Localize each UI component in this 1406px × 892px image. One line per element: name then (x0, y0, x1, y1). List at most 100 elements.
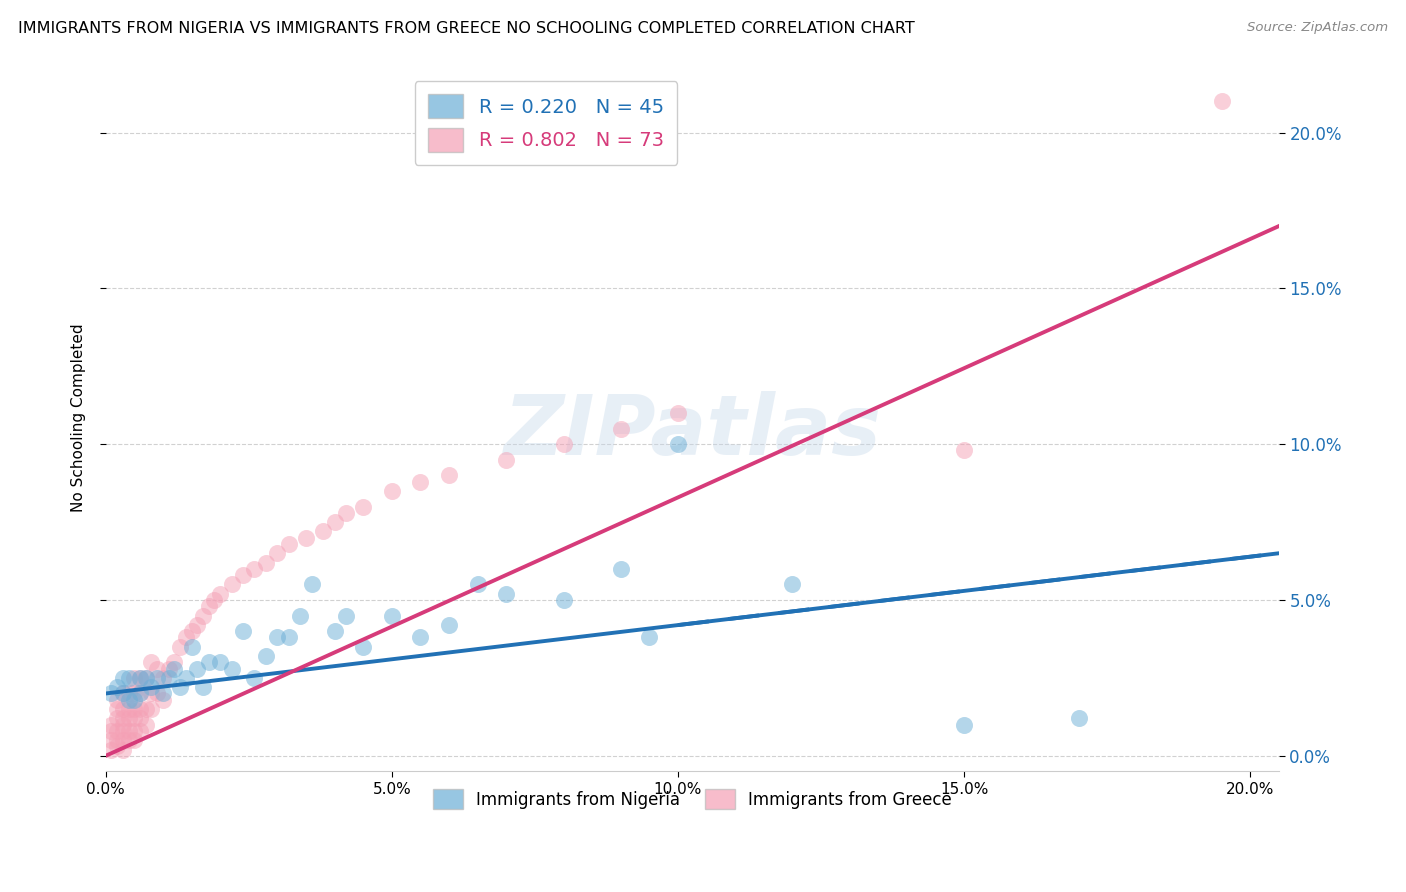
Point (186, 618, 208, 632)
Point (409, 631, 432, 645)
Point (197, 599, 219, 614)
Point (209, 656, 232, 670)
Point (232, 568, 254, 582)
Point (467, 577, 489, 591)
Text: ZIPatlas: ZIPatlas (503, 392, 882, 473)
Point (111, 711, 134, 725)
Point (232, 624, 254, 639)
Point (129, 711, 152, 725)
Point (277, 631, 299, 645)
Point (157, 671, 180, 685)
Point (254, 649, 277, 664)
Point (221, 662, 243, 676)
Point (117, 702, 139, 716)
Point (100, 686, 122, 700)
Point (174, 631, 197, 645)
Point (174, 671, 197, 685)
Point (266, 631, 288, 645)
Point (111, 733, 134, 747)
Point (638, 631, 661, 645)
Point (124, 671, 146, 685)
Point (191, 680, 214, 694)
Point (666, 406, 689, 420)
Point (323, 515, 346, 529)
Point (135, 671, 157, 685)
Point (169, 640, 191, 654)
Point (152, 692, 174, 706)
Point (243, 562, 266, 576)
Point (295, 531, 318, 545)
Point (129, 686, 152, 700)
Point (117, 711, 139, 725)
Point (495, 587, 517, 601)
Point (117, 733, 139, 747)
Point (953, 717, 976, 731)
Point (180, 640, 202, 654)
Point (135, 671, 157, 685)
Point (191, 608, 214, 623)
Point (609, 422, 631, 436)
Point (124, 702, 146, 716)
Point (135, 717, 157, 731)
Point (111, 742, 134, 756)
Point (553, 437, 575, 451)
Point (266, 546, 288, 560)
Point (1067, 711, 1090, 725)
Point (553, 593, 575, 607)
Point (117, 671, 139, 685)
Point (100, 717, 122, 731)
Point (111, 702, 134, 716)
Point (609, 562, 631, 576)
Point (105, 692, 128, 706)
Point (124, 686, 146, 700)
Point (163, 656, 186, 670)
Point (105, 723, 128, 738)
Point (129, 686, 152, 700)
Point (1211, 95, 1233, 109)
Point (111, 686, 134, 700)
Point (157, 662, 180, 676)
Point (124, 733, 146, 747)
Point (782, 577, 804, 591)
Point (141, 702, 163, 716)
Point (105, 702, 128, 716)
Point (141, 656, 163, 670)
Point (129, 702, 152, 716)
Point (117, 686, 139, 700)
Point (124, 723, 146, 738)
Point (666, 437, 689, 451)
Point (111, 717, 134, 731)
Point (409, 475, 432, 489)
Point (243, 671, 266, 685)
Point (129, 671, 152, 685)
Point (152, 686, 174, 700)
Legend: Immigrants from Nigeria, Immigrants from Greece: Immigrants from Nigeria, Immigrants from… (426, 782, 959, 816)
Point (209, 587, 232, 601)
Point (163, 662, 186, 676)
Point (437, 468, 460, 483)
Point (124, 692, 146, 706)
Point (204, 593, 226, 607)
Point (335, 608, 357, 623)
Point (100, 723, 122, 738)
Point (135, 702, 157, 716)
Point (381, 608, 404, 623)
Text: IMMIGRANTS FROM NIGERIA VS IMMIGRANTS FROM GREECE NO SCHOOLING COMPLETED CORRELA: IMMIGRANTS FROM NIGERIA VS IMMIGRANTS FR… (18, 21, 915, 36)
Point (312, 524, 335, 539)
Point (105, 680, 128, 694)
Point (105, 733, 128, 747)
Point (352, 640, 374, 654)
Point (117, 723, 139, 738)
Point (323, 624, 346, 639)
Point (301, 577, 323, 591)
Point (124, 711, 146, 725)
Point (111, 671, 134, 685)
Point (221, 577, 243, 591)
Text: Source: ZipAtlas.com: Source: ZipAtlas.com (1247, 21, 1388, 34)
Point (381, 483, 404, 498)
Point (146, 662, 169, 676)
Point (495, 452, 517, 467)
Point (100, 733, 122, 747)
Point (437, 618, 460, 632)
Point (169, 680, 191, 694)
